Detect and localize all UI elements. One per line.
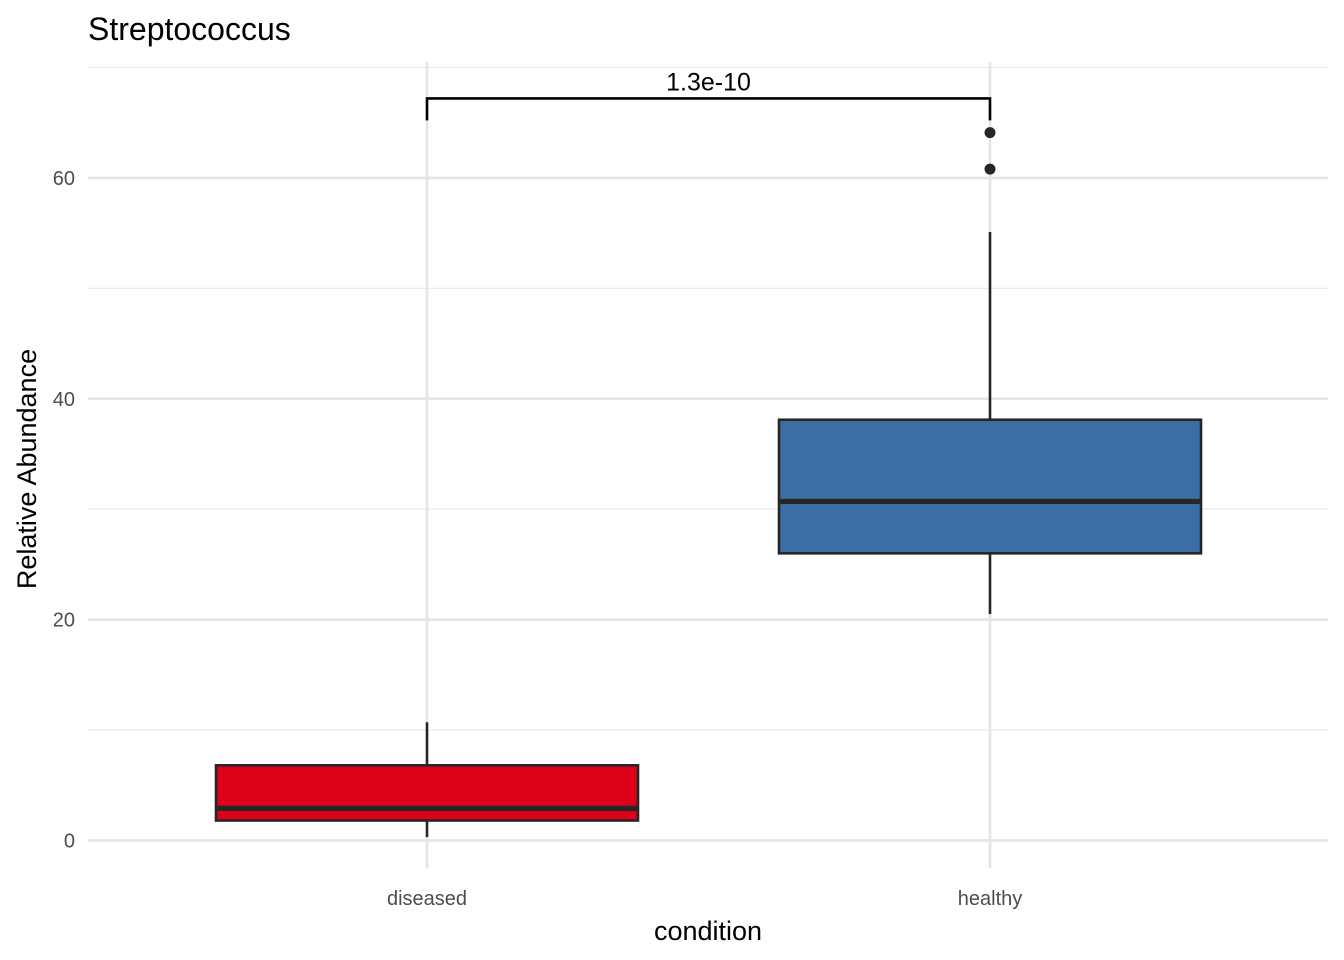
outlier-point xyxy=(984,163,996,175)
x-tick-label: healthy xyxy=(958,888,1023,910)
y-axis-title: Relative Abundance xyxy=(12,349,42,589)
y-tick-label: 0 xyxy=(64,830,75,852)
significance-bracket xyxy=(425,97,992,121)
y-tick-label: 20 xyxy=(53,610,75,632)
y-tick-label: 40 xyxy=(53,389,75,411)
box-body xyxy=(777,418,1203,555)
chart-title: Streptococcus xyxy=(88,11,291,47)
outlier-point xyxy=(984,127,996,139)
p-value-label: 1.3e-10 xyxy=(666,68,751,96)
boxes xyxy=(214,127,1203,838)
x-tick-label: diseased xyxy=(387,888,467,910)
box-healthy xyxy=(777,127,1203,615)
y-tick-label: 60 xyxy=(53,168,75,190)
box-body xyxy=(214,764,640,822)
box-diseased xyxy=(214,722,640,838)
x-axis-title: condition xyxy=(654,916,762,946)
axis-tick-labels: 0 20 40 60 diseased healthy xyxy=(53,168,1023,910)
significance-annotation: 1.3e-10 xyxy=(425,68,992,121)
